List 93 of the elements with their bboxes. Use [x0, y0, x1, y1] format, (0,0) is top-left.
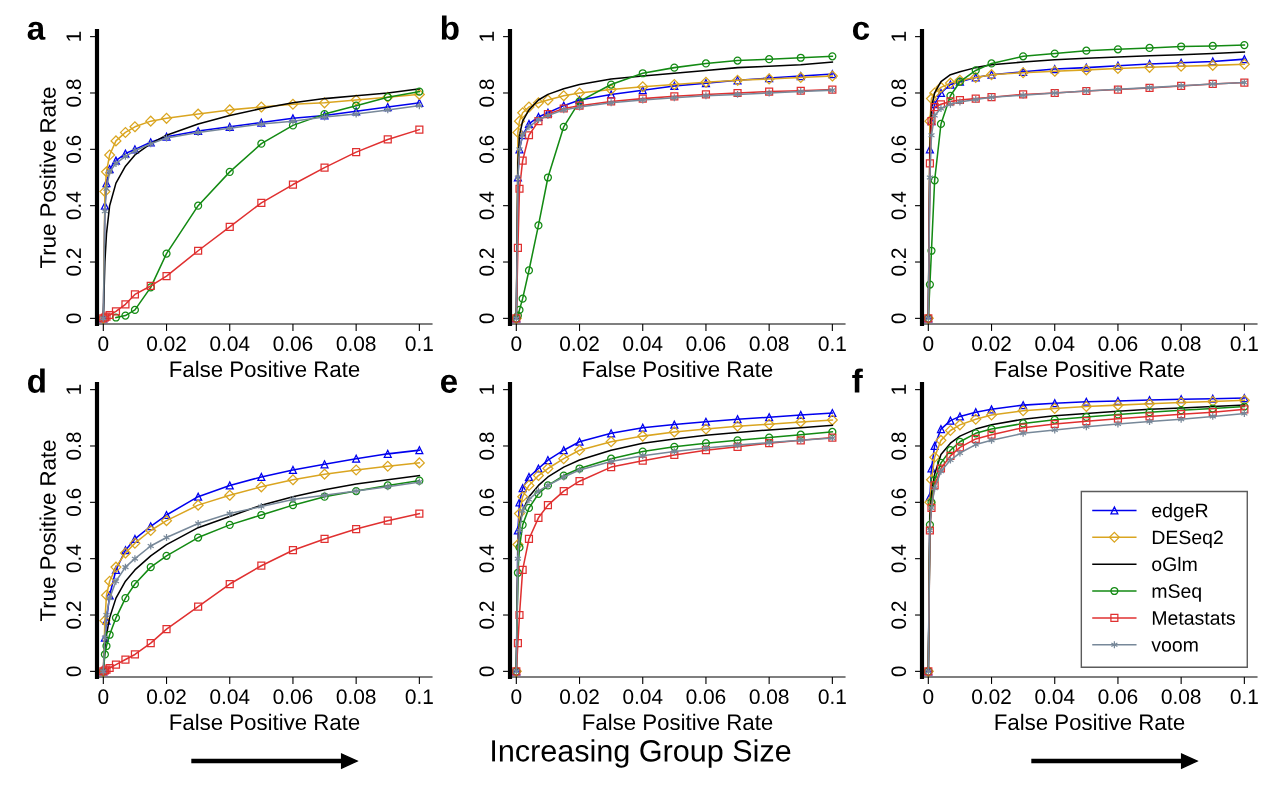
- x-tick-label: 0.08: [749, 689, 789, 705]
- y-tick-label: 0.2: [891, 248, 907, 276]
- x-tick-label: 0.1: [405, 336, 433, 352]
- chart-title: f: [852, 368, 863, 393]
- x-tick-label: 0.08: [1161, 689, 1201, 705]
- y-tick-label: 0: [479, 666, 495, 677]
- x-tick-label: 0.1: [818, 336, 846, 352]
- y-tick-label: 0.8: [891, 79, 907, 107]
- x-tick-label: 0.1: [818, 689, 846, 705]
- chart-title: c: [852, 21, 870, 40]
- x-tick-label: 0.04: [623, 336, 663, 352]
- y-tick-label: 0.6: [66, 488, 82, 516]
- x-axis-title: False Positive Rate: [995, 360, 1185, 378]
- y-tick-label: 0.4: [891, 191, 907, 220]
- y-tick-label: 0.8: [891, 432, 907, 460]
- x-tick-label: 0.08: [1161, 336, 1201, 352]
- x-tick-label: 0: [98, 689, 109, 705]
- y-tick-label: 1: [479, 384, 494, 394]
- y-tick-label: 0.6: [891, 135, 907, 163]
- y-axis-title: True Positive Rate: [39, 87, 56, 268]
- x-tick-label: 0.06: [273, 689, 313, 705]
- x-axis-title: False Positive Rate: [170, 713, 360, 731]
- chart-title: b: [441, 15, 459, 40]
- legend-label: DESeq2: [1152, 530, 1223, 549]
- y-tick-label: 0.8: [479, 79, 495, 107]
- y-tick-label: 1: [479, 31, 494, 41]
- x-tick-label: 0.02: [147, 689, 186, 705]
- x-tick-label: 0: [923, 336, 934, 352]
- y-tick-label: 0.8: [479, 432, 495, 460]
- x-axis-title: False Positive Rate: [583, 360, 773, 378]
- y-tick-label: 1: [891, 31, 906, 41]
- y-tick-label: 0.2: [479, 248, 495, 276]
- y-tick-label: 0.6: [479, 488, 495, 516]
- legend-label: oGlm: [1152, 556, 1197, 572]
- y-tick-label: 0.2: [891, 601, 907, 629]
- y-tick-label: 0.6: [66, 135, 82, 163]
- y-axis-title: True Positive Rate: [39, 440, 56, 621]
- x-tick-label: 0.04: [623, 689, 663, 705]
- text: Increasing Group Size: [492, 739, 791, 768]
- x-tick-label: 0: [511, 689, 522, 705]
- x-tick-label: 0.1: [1230, 336, 1258, 352]
- y-tick-label: 0: [66, 313, 82, 324]
- chart-title: d: [28, 368, 45, 393]
- legend-label: Metastats: [1152, 611, 1235, 625]
- legend-label: voom: [1151, 641, 1198, 652]
- x-axis-title: False Positive Rate: [995, 713, 1185, 731]
- x-tick-label: 0.06: [686, 689, 726, 705]
- x-tick-label: 0.04: [210, 689, 250, 705]
- legend-label: edgeR: [1152, 503, 1208, 522]
- x-tick-label: 0.02: [147, 336, 186, 352]
- y-tick-label: 0.4: [891, 544, 907, 573]
- x-tick-label: 0.04: [1035, 336, 1075, 352]
- y-tick-label: 0.2: [66, 248, 82, 276]
- y-tick-label: 0: [891, 666, 907, 677]
- x-tick-label: 0.04: [1035, 689, 1075, 705]
- y-tick-label: 0: [479, 313, 495, 324]
- x-tick-label: 0.06: [1098, 689, 1138, 705]
- x-tick-label: 0.02: [972, 336, 1011, 352]
- x-tick-label: 0.02: [972, 689, 1011, 705]
- chart-title: e: [440, 374, 458, 393]
- x-tick-label: 0.02: [560, 689, 599, 705]
- y-tick-label: 1: [891, 384, 906, 394]
- x-tick-label: 0.02: [560, 336, 599, 352]
- x-tick-label: 0.08: [336, 336, 376, 352]
- y-tick-label: 0.6: [479, 135, 495, 163]
- x-tick-label: 0: [511, 336, 522, 352]
- x-axis-title: False Positive Rate: [170, 360, 360, 378]
- x-tick-label: 0.06: [273, 336, 313, 352]
- y-tick-label: 1: [66, 31, 81, 41]
- y-tick-label: 0.4: [66, 191, 82, 220]
- y-tick-label: 0: [66, 666, 82, 677]
- x-tick-label: 0.06: [686, 336, 726, 352]
- x-tick-label: 0.1: [405, 689, 433, 705]
- chart-title: a: [27, 21, 46, 40]
- x-tick-label: 0.1: [1230, 689, 1258, 705]
- y-tick-label: 0.2: [66, 601, 82, 629]
- x-tick-label: 0: [923, 689, 934, 705]
- y-tick-label: 0.4: [66, 544, 82, 573]
- x-tick-label: 0.06: [1098, 336, 1138, 352]
- legend-label: mSeq: [1152, 584, 1201, 602]
- x-tick-label: 0: [98, 336, 109, 352]
- y-tick-label: 0: [891, 313, 907, 324]
- y-tick-label: 0.6: [891, 488, 907, 516]
- y-tick-label: 1: [66, 384, 81, 394]
- y-tick-label: 0.4: [479, 544, 495, 573]
- y-tick-label: 0.8: [66, 79, 82, 107]
- x-tick-label: 0.08: [749, 336, 789, 352]
- x-tick-label: 0.04: [210, 336, 250, 352]
- y-tick-label: 0.2: [479, 601, 495, 629]
- x-tick-label: 0.08: [336, 689, 376, 705]
- x-axis-title: False Positive Rate: [583, 713, 773, 731]
- y-tick-label: 0.4: [479, 191, 495, 220]
- y-tick-label: 0.8: [66, 432, 82, 460]
